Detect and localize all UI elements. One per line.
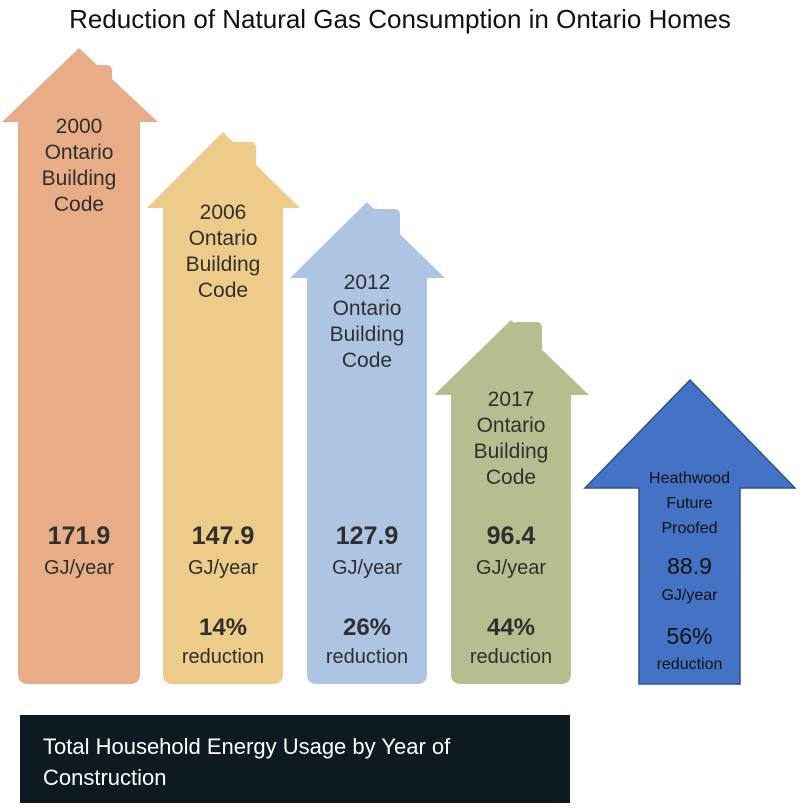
value-label: 171.9 [47,522,111,550]
reduction-label: reduction [325,646,409,668]
building-code-label: Ontario [44,141,114,164]
house-bar [290,202,445,684]
heathwood-label: Heathwood [649,470,730,487]
arrow-bar [583,378,797,685]
building-code-label: Code [197,279,249,302]
building-code-label: 2017 [487,388,535,411]
reduction-label: reduction [469,646,553,668]
unit-label: GJ/year [475,557,547,579]
building-code-label: 2012 [343,271,391,294]
building-code-label: Ontario [188,227,258,250]
building-code-label: 2006 [199,201,247,224]
building-code-label: Code [53,193,105,216]
reduction-label: reduction [181,646,265,668]
building-code-label: 2000 [55,115,103,138]
value-label: 96.4 [486,522,536,550]
building-code-label: Ontario [476,414,546,437]
unit-label: GJ/year [187,557,259,579]
building-code-label: Code [341,349,393,372]
reduction-label: reduction [656,656,723,673]
building-code-label: Ontario [332,297,402,320]
reduction-percent: 26% [342,614,392,641]
value-label: 147.9 [191,522,255,550]
unit-label: GJ/year [661,587,718,604]
chart-title: Reduction of Natural Gas Consumption in … [69,4,731,34]
reduction-percent: 44% [486,614,536,641]
caption-banner: Total Household Energy Usage by Year of … [20,715,570,803]
unit-label: GJ/year [331,557,403,579]
house-bar [147,132,300,684]
building-code-label: Building [473,440,549,463]
reduction-percent: 56% [666,623,713,649]
house-bar [434,320,589,684]
building-code-label: Building [41,167,117,190]
value-label: 88.9 [667,553,712,579]
reduction-percent: 14% [198,614,248,641]
building-code-label: Building [329,323,405,346]
value-label: 127.9 [335,522,399,550]
unit-label: GJ/year [43,557,115,579]
building-code-label: Building [185,253,261,276]
heathwood-label: Proofed [661,520,718,537]
house-bar [2,48,158,684]
building-code-label: Code [485,466,537,489]
heathwood-label: Future [666,495,713,512]
chart-caption: Total Household Energy Usage by Year of … [43,734,451,790]
